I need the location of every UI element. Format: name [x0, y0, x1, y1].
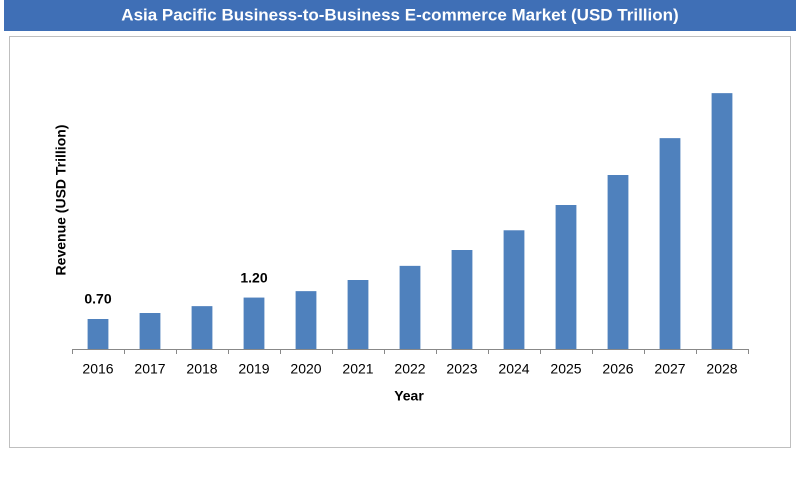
x-tick-label: 2018: [186, 361, 217, 377]
bar: [503, 230, 525, 349]
value-label: 0.70: [84, 291, 111, 307]
x-tick-label: 2023: [446, 361, 477, 377]
x-tick-label: 2017: [134, 361, 165, 377]
value-label: 1.20: [240, 269, 267, 285]
bar: [347, 280, 369, 349]
bar: [295, 291, 317, 349]
y-axis-title: Revenue (USD Trillion): [53, 125, 69, 276]
bar: [711, 93, 733, 350]
x-tick-label: 2020: [290, 361, 321, 377]
bar: [399, 265, 421, 349]
bar: [87, 319, 109, 349]
bar: [191, 306, 213, 349]
x-tick-label: 2022: [394, 361, 425, 377]
bar: [243, 297, 265, 349]
x-tick-label: 2016: [82, 361, 113, 377]
bar: [139, 313, 161, 349]
x-tick-label: 2028: [706, 361, 737, 377]
x-axis-title: Year: [394, 388, 424, 404]
chart-border: [9, 36, 791, 448]
x-tick-label: 2026: [602, 361, 633, 377]
x-tick-label: 2027: [654, 361, 685, 377]
bar: [451, 250, 473, 349]
x-tick-label: 2021: [342, 361, 373, 377]
bar: [555, 205, 577, 349]
x-tick-label: 2024: [498, 361, 529, 377]
bar: [607, 175, 629, 349]
x-tick-label: 2025: [550, 361, 581, 377]
chart-title: Asia Pacific Business-to-Business E-comm…: [121, 5, 678, 24]
x-tick-label: 2019: [238, 361, 269, 377]
bar: [659, 138, 681, 349]
title-bar: [4, 0, 796, 31]
